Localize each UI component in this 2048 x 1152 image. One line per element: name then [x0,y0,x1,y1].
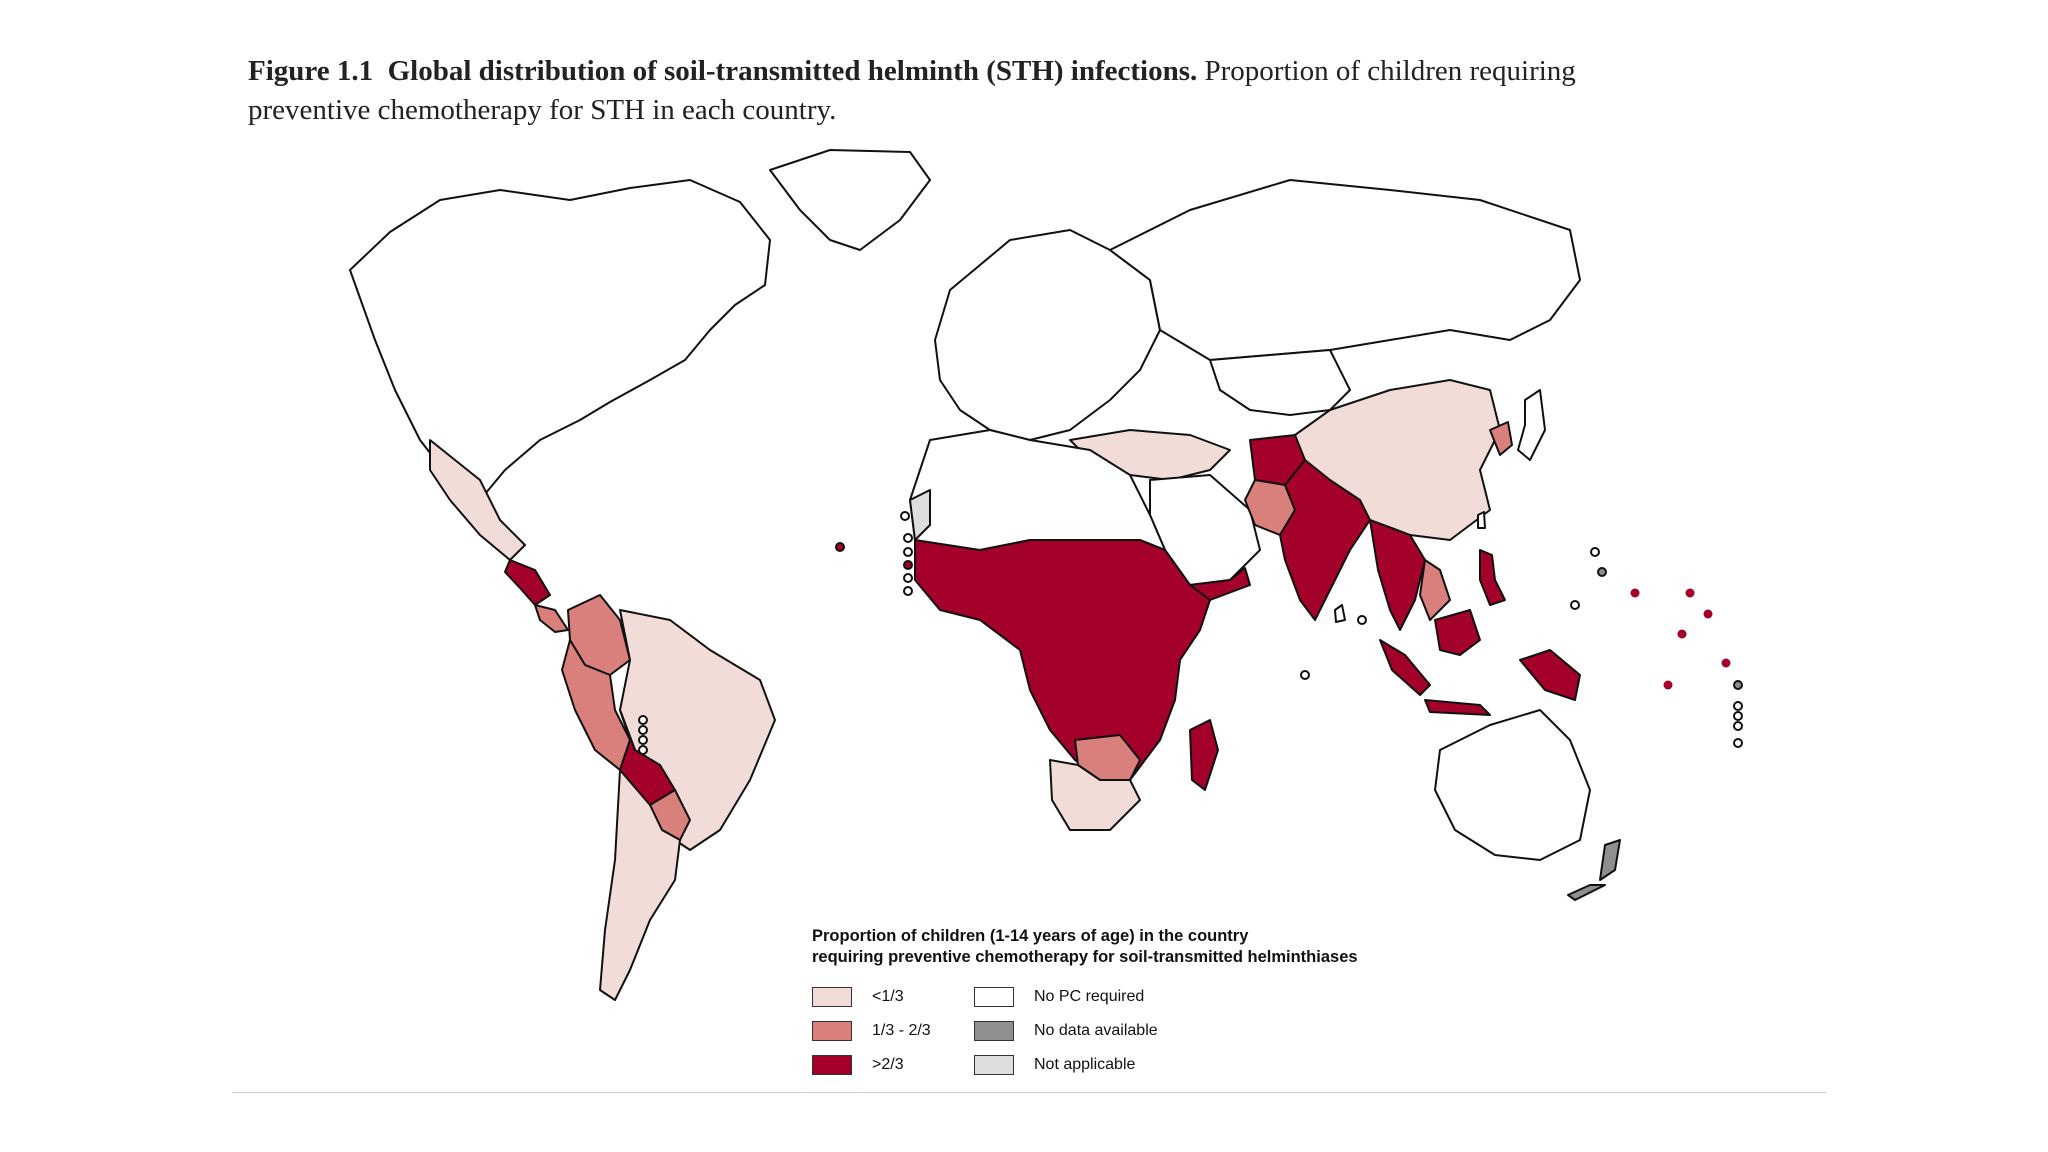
legend-title-line1: Proportion of children (1-14 years of ag… [812,927,1249,945]
legend-item-low: <1/3 [812,986,904,1008]
region-philippines [1479,549,1506,606]
region-new-zealand [1567,839,1621,901]
legend-title-line2: requiring preventive chemotherapy for so… [812,948,1358,966]
legend-swatch-na [974,1055,1014,1075]
region-korea [1489,421,1513,456]
region-india [1279,459,1371,621]
region-vietnam [1419,559,1451,621]
legend-swatch-none [974,987,1014,1007]
region-south-africa [1049,759,1141,831]
legend-label-mid: 1/3 - 2/3 [872,1022,931,1039]
region-greenland [769,149,931,251]
region-taiwan [1477,511,1486,529]
region-western-sahara [909,489,931,541]
legend-swatch-nodata [974,1021,1014,1041]
legend-item-high: >2/3 [812,1054,904,1076]
region-australia [1434,709,1591,861]
region-north-america [349,179,771,501]
region-europe [934,229,1161,441]
legend: Proportion of children (1-14 years of ag… [812,926,1712,1075]
legend-label-low: <1/3 [872,988,904,1005]
region-borneo [1434,609,1481,656]
region-sumatra [1379,639,1431,696]
figure-title: Global distribution of soil-transmitted … [387,55,1198,87]
region-central-america [504,559,551,606]
legend-item-none: No PC required [974,986,1144,1008]
legend-item-na: Not applicable [974,1054,1135,1076]
legend-swatch-low [812,987,852,1007]
legend-label-high: >2/3 [872,1056,904,1073]
legend-title: Proportion of children (1-14 years of ag… [812,926,1712,968]
region-central-asia [1209,349,1351,416]
figure-caption: Figure 1.1 Global distribution of soil-t… [248,52,1648,130]
page-divider [232,1092,1826,1093]
region-southern-cone [599,769,681,1001]
region-japan [1517,389,1546,461]
world-map [349,149,1743,1001]
region-madagascar [1189,719,1219,791]
region-russia [1109,179,1581,361]
figure-subtitle: Proportion of children requiring prevent… [248,55,1576,126]
region-java [1424,699,1491,716]
legend-item-nodata: No data available [974,1020,1158,1042]
region-papua [1519,649,1581,701]
legend-label-nodata: No data available [1034,1022,1158,1039]
island-markers [638,511,1743,755]
legend-label-na: Not applicable [1034,1056,1136,1073]
region-central-america-south [534,604,569,633]
legend-swatch-mid [812,1021,852,1041]
legend-item-mid: 1/3 - 2/3 [812,1020,931,1042]
region-se-asia [1369,519,1426,631]
legend-swatch-high [812,1055,852,1075]
region-sri-lanka [1334,604,1346,623]
region-sub-saharan-africa [914,539,1211,781]
figure-label: Figure 1.1 [248,55,374,87]
legend-label-none: No PC required [1034,988,1145,1005]
